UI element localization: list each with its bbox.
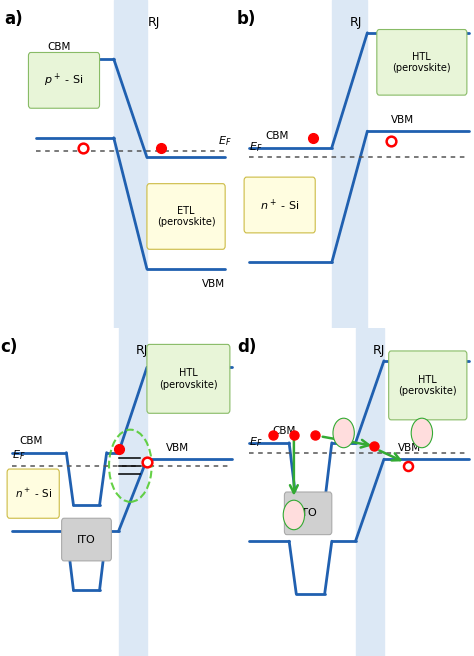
Bar — [356, 328, 384, 656]
Text: VBM: VBM — [398, 443, 421, 453]
Text: RJ: RJ — [373, 344, 385, 358]
Text: d): d) — [237, 338, 256, 356]
Text: VBM: VBM — [391, 115, 414, 125]
Text: CBM: CBM — [265, 131, 289, 141]
FancyBboxPatch shape — [7, 469, 59, 518]
Circle shape — [283, 500, 304, 530]
FancyBboxPatch shape — [284, 492, 332, 535]
Text: $E_F$: $E_F$ — [12, 449, 26, 462]
FancyBboxPatch shape — [147, 344, 230, 413]
Text: $p^+$ - Si: $p^+$ - Si — [44, 72, 84, 89]
Text: 1: 1 — [290, 510, 298, 520]
FancyBboxPatch shape — [147, 184, 225, 249]
Text: ITO: ITO — [77, 535, 96, 544]
Circle shape — [411, 419, 432, 447]
Text: RJ: RJ — [148, 16, 160, 30]
Bar — [332, 0, 367, 328]
Text: $E_F$: $E_F$ — [249, 436, 263, 449]
Text: ETL
(perovskite): ETL (perovskite) — [157, 206, 215, 227]
Text: c): c) — [0, 338, 18, 356]
Text: 3: 3 — [418, 428, 426, 438]
Text: CBM: CBM — [273, 426, 296, 436]
Text: CBM: CBM — [47, 43, 71, 52]
Circle shape — [333, 419, 354, 447]
Text: RJ: RJ — [136, 344, 148, 358]
FancyBboxPatch shape — [62, 518, 111, 561]
Text: b): b) — [237, 10, 256, 28]
FancyBboxPatch shape — [389, 351, 467, 420]
Text: VBM: VBM — [166, 443, 189, 453]
Text: VBM: VBM — [202, 279, 225, 289]
Text: CBM: CBM — [19, 436, 42, 446]
Text: HTL
(perovskite): HTL (perovskite) — [159, 368, 218, 390]
Bar — [114, 0, 147, 328]
Text: RJ: RJ — [349, 16, 362, 30]
Text: HTL
(perovskite): HTL (perovskite) — [399, 375, 457, 396]
FancyBboxPatch shape — [244, 177, 315, 233]
Text: HTL
(perovskite): HTL (perovskite) — [392, 52, 451, 73]
Text: $n^+$ - Si: $n^+$ - Si — [260, 197, 300, 213]
FancyBboxPatch shape — [377, 30, 467, 95]
Text: $E_F$: $E_F$ — [249, 140, 263, 154]
Text: $n^+$ - Si: $n^+$ - Si — [15, 487, 52, 500]
Text: 2: 2 — [340, 428, 347, 438]
Text: $E_F$: $E_F$ — [218, 134, 232, 148]
Text: a): a) — [5, 10, 23, 28]
Text: ITO: ITO — [299, 508, 318, 518]
FancyBboxPatch shape — [28, 52, 100, 108]
Bar — [118, 328, 147, 656]
